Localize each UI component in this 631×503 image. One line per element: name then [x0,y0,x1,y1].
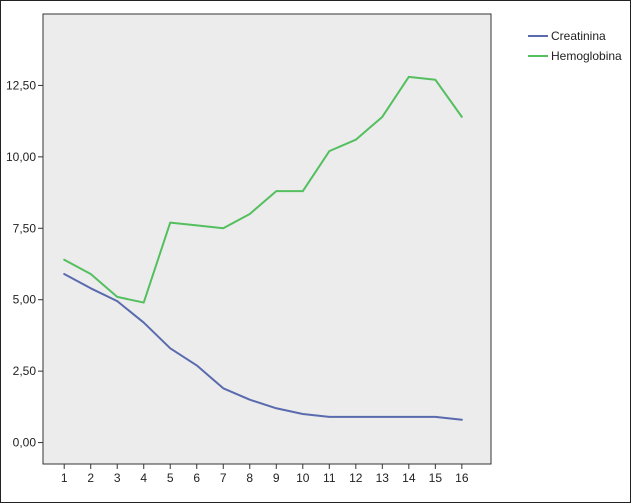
x-tick-label: 2 [87,471,94,485]
legend-label-hemoglobina: Hemoglobina [551,49,622,63]
x-tick-label: 11 [323,471,336,485]
x-tick-label: 15 [429,471,443,485]
x-tick-label: 8 [246,471,253,485]
y-tick-label: 12,50 [6,78,36,92]
series-line-hemoglobina [63,75,463,304]
x-tick-label: 6 [193,471,200,485]
series-line-creatinina [63,273,463,421]
x-tick-label: 5 [167,471,174,485]
x-tick-label: 12 [349,471,363,485]
series-layer [63,75,463,421]
legend-label-creatinina: Creatinina [551,29,606,43]
y-tick-label: 0,00 [13,436,37,450]
y-tick-label: 5,00 [13,293,37,307]
x-tick-label: 10 [296,471,310,485]
y-tick-label: 10,00 [6,150,36,164]
x-tick-label: 16 [455,471,469,485]
x-tick-label: 4 [140,471,147,485]
x-tick-label: 3 [114,471,121,485]
x-tick-label: 13 [376,471,390,485]
x-tick-label: 7 [220,471,227,485]
legend: Creatinina Hemoglobina [528,29,622,63]
x-tick-label: 9 [273,471,280,485]
y-tick-label: 7,50 [13,221,37,235]
x-tick-label: 14 [402,471,416,485]
x-tick-label: 1 [61,471,68,485]
y-tick-label: 2,50 [13,364,37,378]
plot-area [42,13,492,465]
